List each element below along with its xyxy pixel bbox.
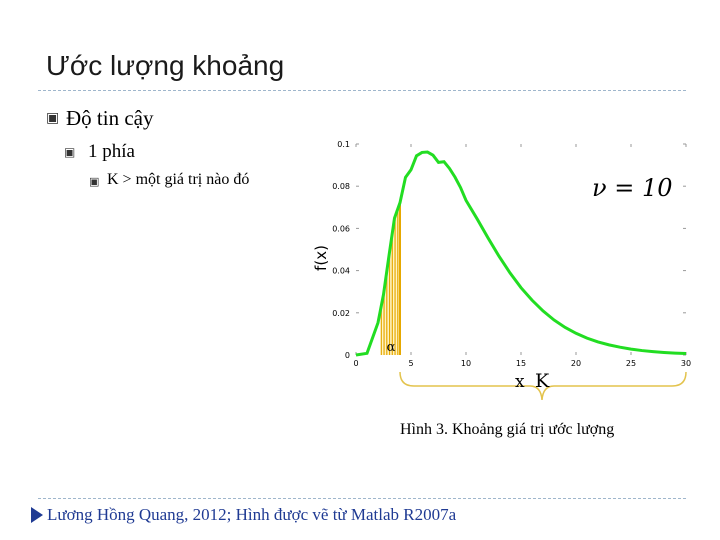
x-tick-label: 20: [571, 359, 581, 368]
bullet-level-2: 1 phía: [88, 141, 135, 162]
y-tick-label: 0.06: [332, 224, 350, 233]
brace-label-k: K: [535, 370, 550, 392]
x-tick-label: 5: [408, 359, 413, 368]
x-tick-label: 10: [461, 359, 471, 368]
square-bullet-icon: ▣: [89, 175, 100, 188]
alpha-label: α: [387, 340, 396, 355]
y-tick-label: 0.04: [332, 267, 350, 276]
bullet-level-1: Độ tin cậy: [66, 106, 154, 130]
y-axis-label: f(x): [312, 245, 330, 271]
square-bullet-icon: ▣: [46, 110, 60, 126]
x-tick-label: 25: [626, 359, 636, 368]
x-tick-label: 15: [516, 359, 526, 368]
y-tick-label: 0.08: [332, 182, 350, 191]
title-divider: [38, 90, 686, 91]
brace-label-x: x: [515, 372, 525, 392]
footer-credit: Lương Hồng Quang, 2012; Hình được vẽ từ …: [47, 505, 457, 524]
footer-divider: [38, 498, 686, 499]
y-tick-label: 0.02: [332, 309, 350, 318]
y-tick-label: 0.1: [337, 140, 350, 149]
bullet-level-3: K > một giá trị nào đó: [107, 171, 250, 188]
x-tick-label: 0: [353, 359, 358, 368]
density-curve: [355, 150, 687, 357]
alpha-shaded-region: [380, 202, 401, 355]
figure-caption: Hình 3. Khoảng giá trị ước lượng: [400, 421, 615, 438]
dof-label: ν = 10: [592, 174, 673, 202]
range-brace: [399, 371, 687, 401]
slide-title: Ước lượng khoảng: [46, 50, 285, 81]
footer-arrow-icon: [31, 507, 43, 523]
square-bullet-icon: ▣: [64, 145, 76, 159]
chart-axes: 0 5 10 15 20 25 30 0 0.02 0.04 0.06 0.08 0.1: [332, 140, 691, 368]
y-tick-label: 0: [345, 351, 350, 360]
x-tick-label: 30: [681, 359, 691, 368]
